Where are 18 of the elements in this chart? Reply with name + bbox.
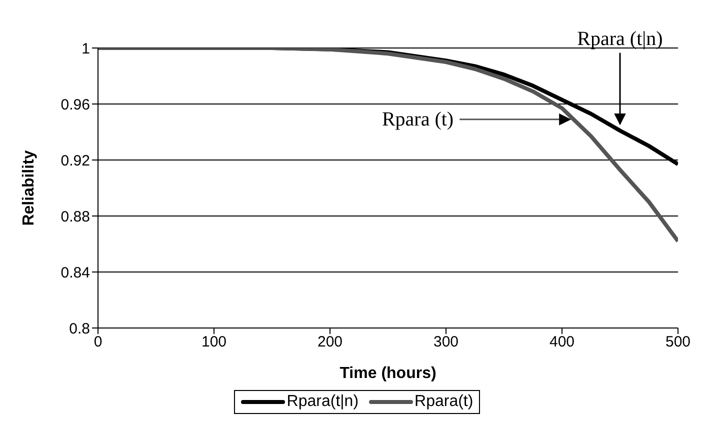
y-tick-label: 0.92 <box>60 152 90 170</box>
annotation: Rpara (t) <box>382 108 454 130</box>
x-tick-label: 500 <box>665 334 691 351</box>
y-tick-label: 0.8 <box>69 320 90 338</box>
y-tick-label: 0.88 <box>60 208 90 226</box>
y-tick-label: 1 <box>82 40 90 58</box>
x-axis-title: Time (hours) <box>340 365 436 382</box>
annotation: Rpara (t|n) <box>577 28 663 50</box>
y-tick-label: 0.96 <box>60 96 90 114</box>
x-tick-label: 0 <box>94 334 102 351</box>
x-tick-label: 400 <box>549 334 575 351</box>
y-axis-title: Reliability <box>20 150 38 226</box>
y-tick-label: 0.84 <box>60 264 90 282</box>
x-tick-label: 100 <box>201 334 227 351</box>
x-tick-label: 200 <box>317 334 343 351</box>
x-tick-label: 300 <box>433 334 459 351</box>
legend-label: Rpara(t|n) <box>286 393 359 411</box>
legend-label: Rpara(t) <box>414 393 474 411</box>
